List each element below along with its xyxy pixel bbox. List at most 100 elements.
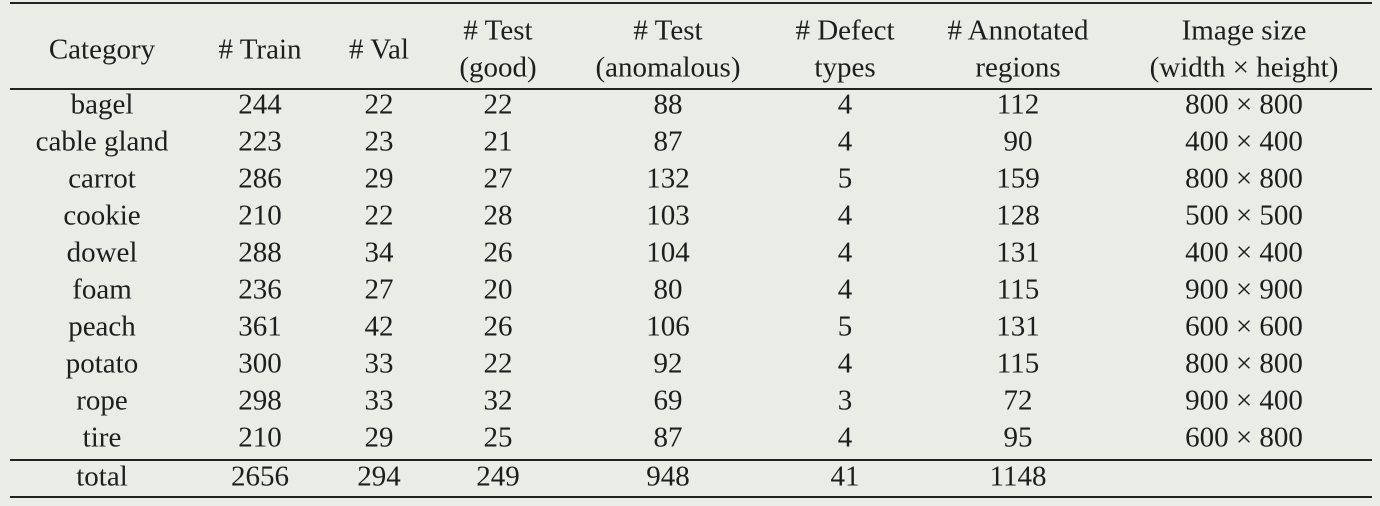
header-cell: types	[814, 51, 876, 84]
table-cell: 22	[364, 88, 394, 121]
table-cell: 244	[238, 88, 282, 121]
table-cell: 600 × 800	[1185, 421, 1303, 454]
header-cell: # Test	[633, 14, 703, 47]
table-cell: 28	[483, 199, 513, 232]
table-cell: 92	[653, 347, 683, 380]
table-cell: potato	[65, 347, 139, 380]
table-cell: 112	[996, 88, 1040, 121]
total-cell: 249	[476, 460, 520, 493]
bottom-rule	[10, 496, 1372, 498]
table-cell: 26	[483, 310, 513, 343]
table-cell: 600 × 600	[1185, 310, 1303, 343]
table-cell: peach	[68, 310, 136, 343]
header-rule	[10, 88, 1372, 90]
table-cell: 27	[364, 273, 394, 306]
table-cell: 88	[653, 88, 683, 121]
table-cell: 800 × 800	[1185, 347, 1303, 380]
total-rule	[10, 459, 1372, 461]
table-cell: 25	[483, 421, 513, 454]
table-cell: 132	[646, 162, 690, 195]
table-cell: 223	[238, 125, 282, 158]
total-cell: 2656	[231, 460, 289, 493]
table-cell: 34	[364, 236, 394, 269]
table-cell: 106	[646, 310, 690, 343]
total-cell: 41	[830, 460, 860, 493]
table-cell: 42	[364, 310, 394, 343]
header-cell: regions	[975, 51, 1061, 84]
table-cell: 104	[646, 236, 690, 269]
table-cell: 33	[364, 384, 394, 417]
table-cell: 210	[238, 421, 282, 454]
table-cell: 32	[483, 384, 513, 417]
table-cell: 400 × 400	[1185, 125, 1303, 158]
table-cell: 800 × 800	[1185, 88, 1303, 121]
table-cell: 4	[837, 199, 853, 232]
table-cell: 22	[364, 199, 394, 232]
table-cell: rope	[76, 384, 128, 417]
total-cell: total	[76, 460, 128, 493]
table-cell: 500 × 500	[1185, 199, 1303, 232]
table-cell: 286	[238, 162, 282, 195]
total-cell: 294	[357, 460, 401, 493]
table-cell: 20	[483, 273, 513, 306]
table-cell: tire	[82, 421, 122, 454]
header-cell: Category	[48, 33, 156, 66]
table-cell: 87	[653, 125, 683, 158]
table-cell: 236	[238, 273, 282, 306]
table-cell: 72	[1003, 384, 1033, 417]
table-cell: foam	[72, 273, 132, 306]
table-cell: 131	[996, 310, 1040, 343]
header-cell: Image size	[1181, 14, 1307, 47]
table-cell: 900 × 400	[1185, 384, 1303, 417]
table-cell: 33	[364, 347, 394, 380]
table-cell: 27	[483, 162, 513, 195]
table-cell: 23	[364, 125, 394, 158]
table-cell: 69	[653, 384, 683, 417]
total-cell: 948	[646, 460, 690, 493]
header-cell: # Val	[349, 33, 409, 66]
top-rule	[10, 2, 1372, 4]
header-cell: # Annotated	[947, 14, 1089, 47]
header-cell: # Train	[218, 33, 302, 66]
table-cell: 300	[238, 347, 282, 380]
table-cell: carrot	[68, 162, 136, 195]
header-cell: (good)	[459, 51, 537, 84]
header-cell: # Defect	[795, 14, 895, 47]
table-cell: 298	[238, 384, 282, 417]
table-cell: 3	[837, 384, 853, 417]
table-cell: 22	[483, 347, 513, 380]
table-cell: 4	[837, 421, 853, 454]
table-cell: 95	[1003, 421, 1033, 454]
table-cell: 21	[483, 125, 513, 158]
table-cell: dowel	[66, 236, 138, 269]
header-cell: (anomalous)	[595, 51, 741, 84]
table-cell: 361	[238, 310, 282, 343]
total-cell: 1148	[989, 460, 1047, 493]
table-cell: 4	[837, 236, 853, 269]
table-cell: 29	[364, 421, 394, 454]
header-cell: (width × height)	[1149, 51, 1339, 84]
table-cell: 90	[1003, 125, 1033, 158]
table-cell: 115	[996, 347, 1040, 380]
table-cell: 4	[837, 125, 853, 158]
table-cell: 4	[837, 88, 853, 121]
table-cell: 26	[483, 236, 513, 269]
table-cell: cookie	[63, 199, 141, 232]
table-cell: 4	[837, 347, 853, 380]
table-cell: 22	[483, 88, 513, 121]
table-cell: 80	[653, 273, 683, 306]
table-cell: 4	[837, 273, 853, 306]
table-cell: cable gland	[35, 125, 169, 158]
table-cell: 5	[837, 310, 853, 343]
table-cell: 159	[996, 162, 1040, 195]
header-cell: # Test	[463, 14, 533, 47]
table-cell: 210	[238, 199, 282, 232]
table-cell: 900 × 900	[1185, 273, 1303, 306]
table-cell: 87	[653, 421, 683, 454]
table-cell: 288	[238, 236, 282, 269]
table-cell: 115	[996, 273, 1040, 306]
table-cell: 5	[837, 162, 853, 195]
table-cell: 29	[364, 162, 394, 195]
table-cell: 400 × 400	[1185, 236, 1303, 269]
